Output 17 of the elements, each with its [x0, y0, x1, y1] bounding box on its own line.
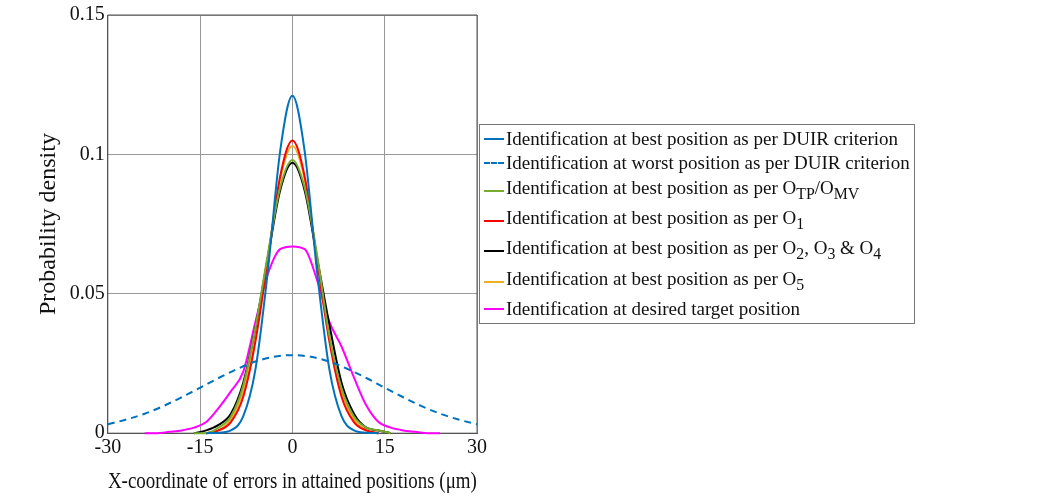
line-series: [143, 245, 442, 435]
legend-label: Identification at desired target position: [506, 296, 801, 321]
x-axis-title: X-coordinate of errors in attained positions (μm): [107, 466, 477, 494]
y-tick-label: 0.05: [69, 281, 105, 304]
y-tick-label: 0.15: [69, 2, 105, 25]
legend-label: Identification at best position as per O$_{2}$, O$_{3}$ & O$_{4}$: [506, 236, 882, 265]
legend-label: Identification at best position as per O$_{5}$: [506, 266, 805, 295]
legend-label: Identification at best position as per O$_{TP}$/O$_{MV}$: [506, 175, 860, 204]
legend-label: Identification at worst position as per DUIR criterion: [506, 151, 910, 176]
y-axis-title: Probability density: [33, 133, 60, 316]
x-tick-label: 30: [467, 435, 487, 458]
legend-label: Identification at best position as per DUIR criterion: [506, 126, 899, 151]
y-tick-label: 0.1: [79, 141, 105, 164]
x-tick-label: -15: [186, 435, 214, 458]
x-tick-label: 15: [374, 435, 395, 458]
legend-label: Identification at best position as per O$_{1}$: [506, 206, 805, 234]
x-tick-label: 0: [287, 435, 298, 458]
